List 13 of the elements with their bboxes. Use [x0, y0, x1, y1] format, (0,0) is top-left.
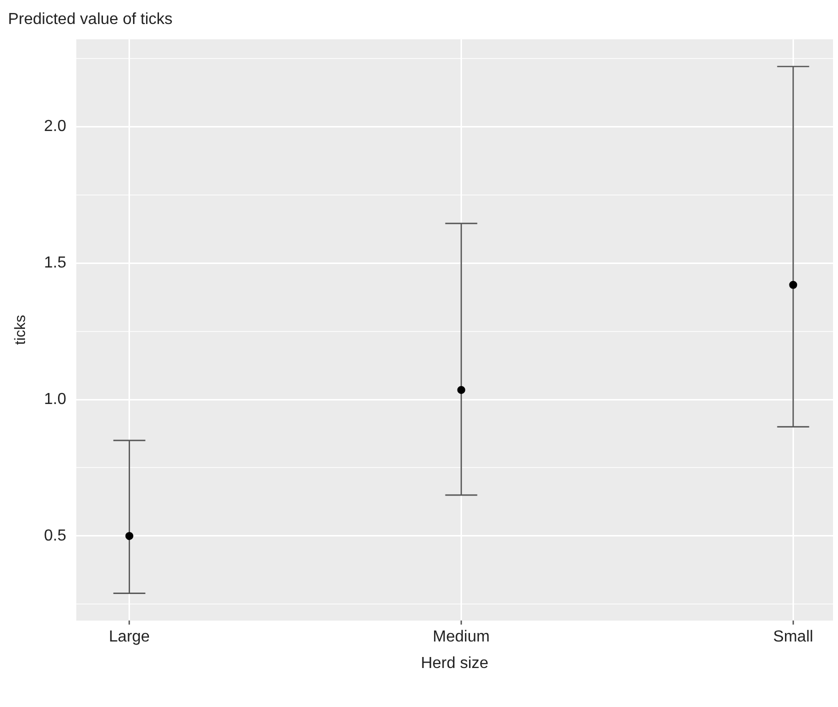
y-tick-label: 1.0: [44, 390, 66, 408]
point: [457, 386, 466, 394]
point: [789, 280, 798, 289]
x-tick-label: Medium: [432, 628, 490, 646]
x-tick-label: Large: [108, 628, 150, 646]
y-axis-title: ticks: [12, 314, 30, 345]
x-axis-title: Herd size: [420, 654, 489, 672]
y-tick-label: 1.5: [44, 254, 66, 272]
chart-title: Predicted value of ticks: [8, 11, 173, 28]
point: [125, 532, 134, 540]
x-tick-label: Small: [773, 628, 814, 646]
y-tick-label: 0.5: [44, 527, 66, 544]
y-tick-label: 2.0: [44, 118, 66, 135]
